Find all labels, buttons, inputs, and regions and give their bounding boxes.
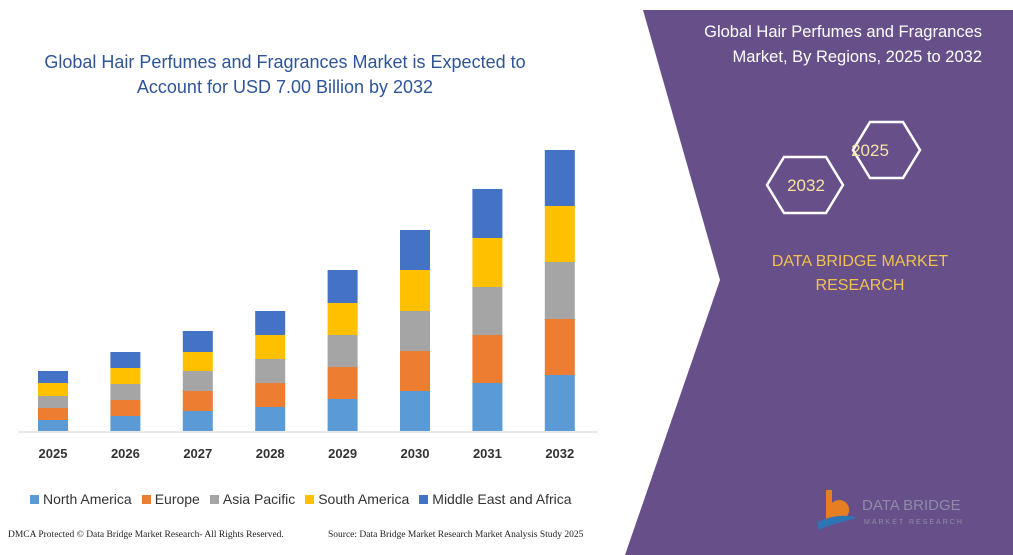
legend-item: Asia Pacific xyxy=(209,491,296,507)
bar-segment xyxy=(38,371,68,383)
legend-swatch xyxy=(209,494,219,504)
bar-segment xyxy=(182,331,213,352)
x-tick-label: 2026 xyxy=(111,446,140,461)
legend: North America Europe Asia Pacific South Ame… xyxy=(30,491,572,507)
bar-segment xyxy=(255,311,286,335)
bar-segment xyxy=(110,352,141,368)
bar-segment xyxy=(110,400,141,416)
bar-segment xyxy=(110,416,141,431)
bar-segment xyxy=(182,411,213,431)
bar-segment xyxy=(182,391,213,411)
bar-segment xyxy=(182,371,213,391)
bar-segment xyxy=(327,270,358,303)
logo-tagline: MARKET RESEARCH xyxy=(864,519,964,526)
hexagon xyxy=(765,155,845,215)
legend-item: Middle East and Africa xyxy=(419,491,572,507)
x-tick-label: 2027 xyxy=(183,446,212,461)
logo-name: DATA BRIDGE xyxy=(862,497,961,514)
bar-segment xyxy=(327,303,358,335)
bar-segment xyxy=(472,238,503,287)
hexagon xyxy=(851,120,922,180)
legend-swatch xyxy=(419,494,429,504)
chart-title: Global Hair Perfumes and Fragrances Mark… xyxy=(44,52,526,97)
brand-text: DATA BRIDGE MARKET RESEARCH xyxy=(771,253,949,294)
bar-segment xyxy=(255,335,286,359)
x-tick-label: 2032 xyxy=(545,446,574,461)
logo-mark xyxy=(826,490,832,520)
x-tick-label: 2030 xyxy=(401,446,430,461)
x-tick-label: 2029 xyxy=(328,446,357,461)
bar-segment xyxy=(544,375,575,431)
bar-segment xyxy=(327,399,358,431)
footer-source: Source: Data Bridge Market Research Mark… xyxy=(328,530,584,540)
panel-title: Global Hair Perfumes and Fragrances Mark… xyxy=(704,23,982,66)
bar-segment xyxy=(255,407,286,431)
bar-segment xyxy=(544,206,575,262)
bar-segment xyxy=(327,335,358,367)
bar-segment xyxy=(544,262,575,319)
hex-label: 2032 xyxy=(787,176,825,195)
x-tick-label: 2031 xyxy=(473,446,502,461)
bar-segment xyxy=(255,359,286,383)
bar-segment xyxy=(38,383,68,396)
bar-segment xyxy=(400,351,430,391)
bar-segment xyxy=(255,383,286,407)
legend-label: Middle East and Africa xyxy=(432,491,572,507)
bar-segment xyxy=(38,396,68,408)
legend-item: North America xyxy=(30,491,132,507)
legend-item: South America xyxy=(305,491,409,507)
footer-dmca: DMCA Protected © Data Bridge Market Rese… xyxy=(8,530,284,540)
logo: DATA BRIDGE MARKET RESEARCH xyxy=(818,490,964,530)
legend-swatch xyxy=(30,494,39,504)
bar-segment xyxy=(400,391,430,431)
bar-segment xyxy=(38,408,68,420)
bar-segment xyxy=(400,270,430,311)
legend-item: Europe xyxy=(141,491,200,507)
bar-segment xyxy=(472,189,503,238)
bar-segment xyxy=(544,150,575,206)
bar-segment xyxy=(110,368,141,384)
x-tick-label: 2028 xyxy=(256,446,285,461)
legend-swatch xyxy=(305,494,315,504)
bar-segment xyxy=(110,384,141,400)
bar-segment xyxy=(472,287,503,335)
bar-segment xyxy=(38,420,68,431)
legend-label: South America xyxy=(318,491,410,507)
bar-segment xyxy=(400,311,430,351)
legend-label: North America xyxy=(43,491,132,507)
legend-label: Europe xyxy=(154,491,200,507)
bar-segment xyxy=(327,367,358,399)
logo-mark xyxy=(818,515,858,530)
bar-segment xyxy=(472,383,503,431)
bar-segment xyxy=(400,230,430,270)
x-tick-label: 2025 xyxy=(39,446,68,461)
bar-segment xyxy=(472,335,503,383)
legend-swatch xyxy=(141,494,151,504)
hex-label: 2025 xyxy=(851,141,889,160)
bar-segment xyxy=(182,352,213,371)
legend-label: Asia Pacific xyxy=(222,491,296,507)
side-panel xyxy=(625,10,1013,555)
logo-mark xyxy=(832,500,850,521)
bar-segment xyxy=(544,319,575,375)
